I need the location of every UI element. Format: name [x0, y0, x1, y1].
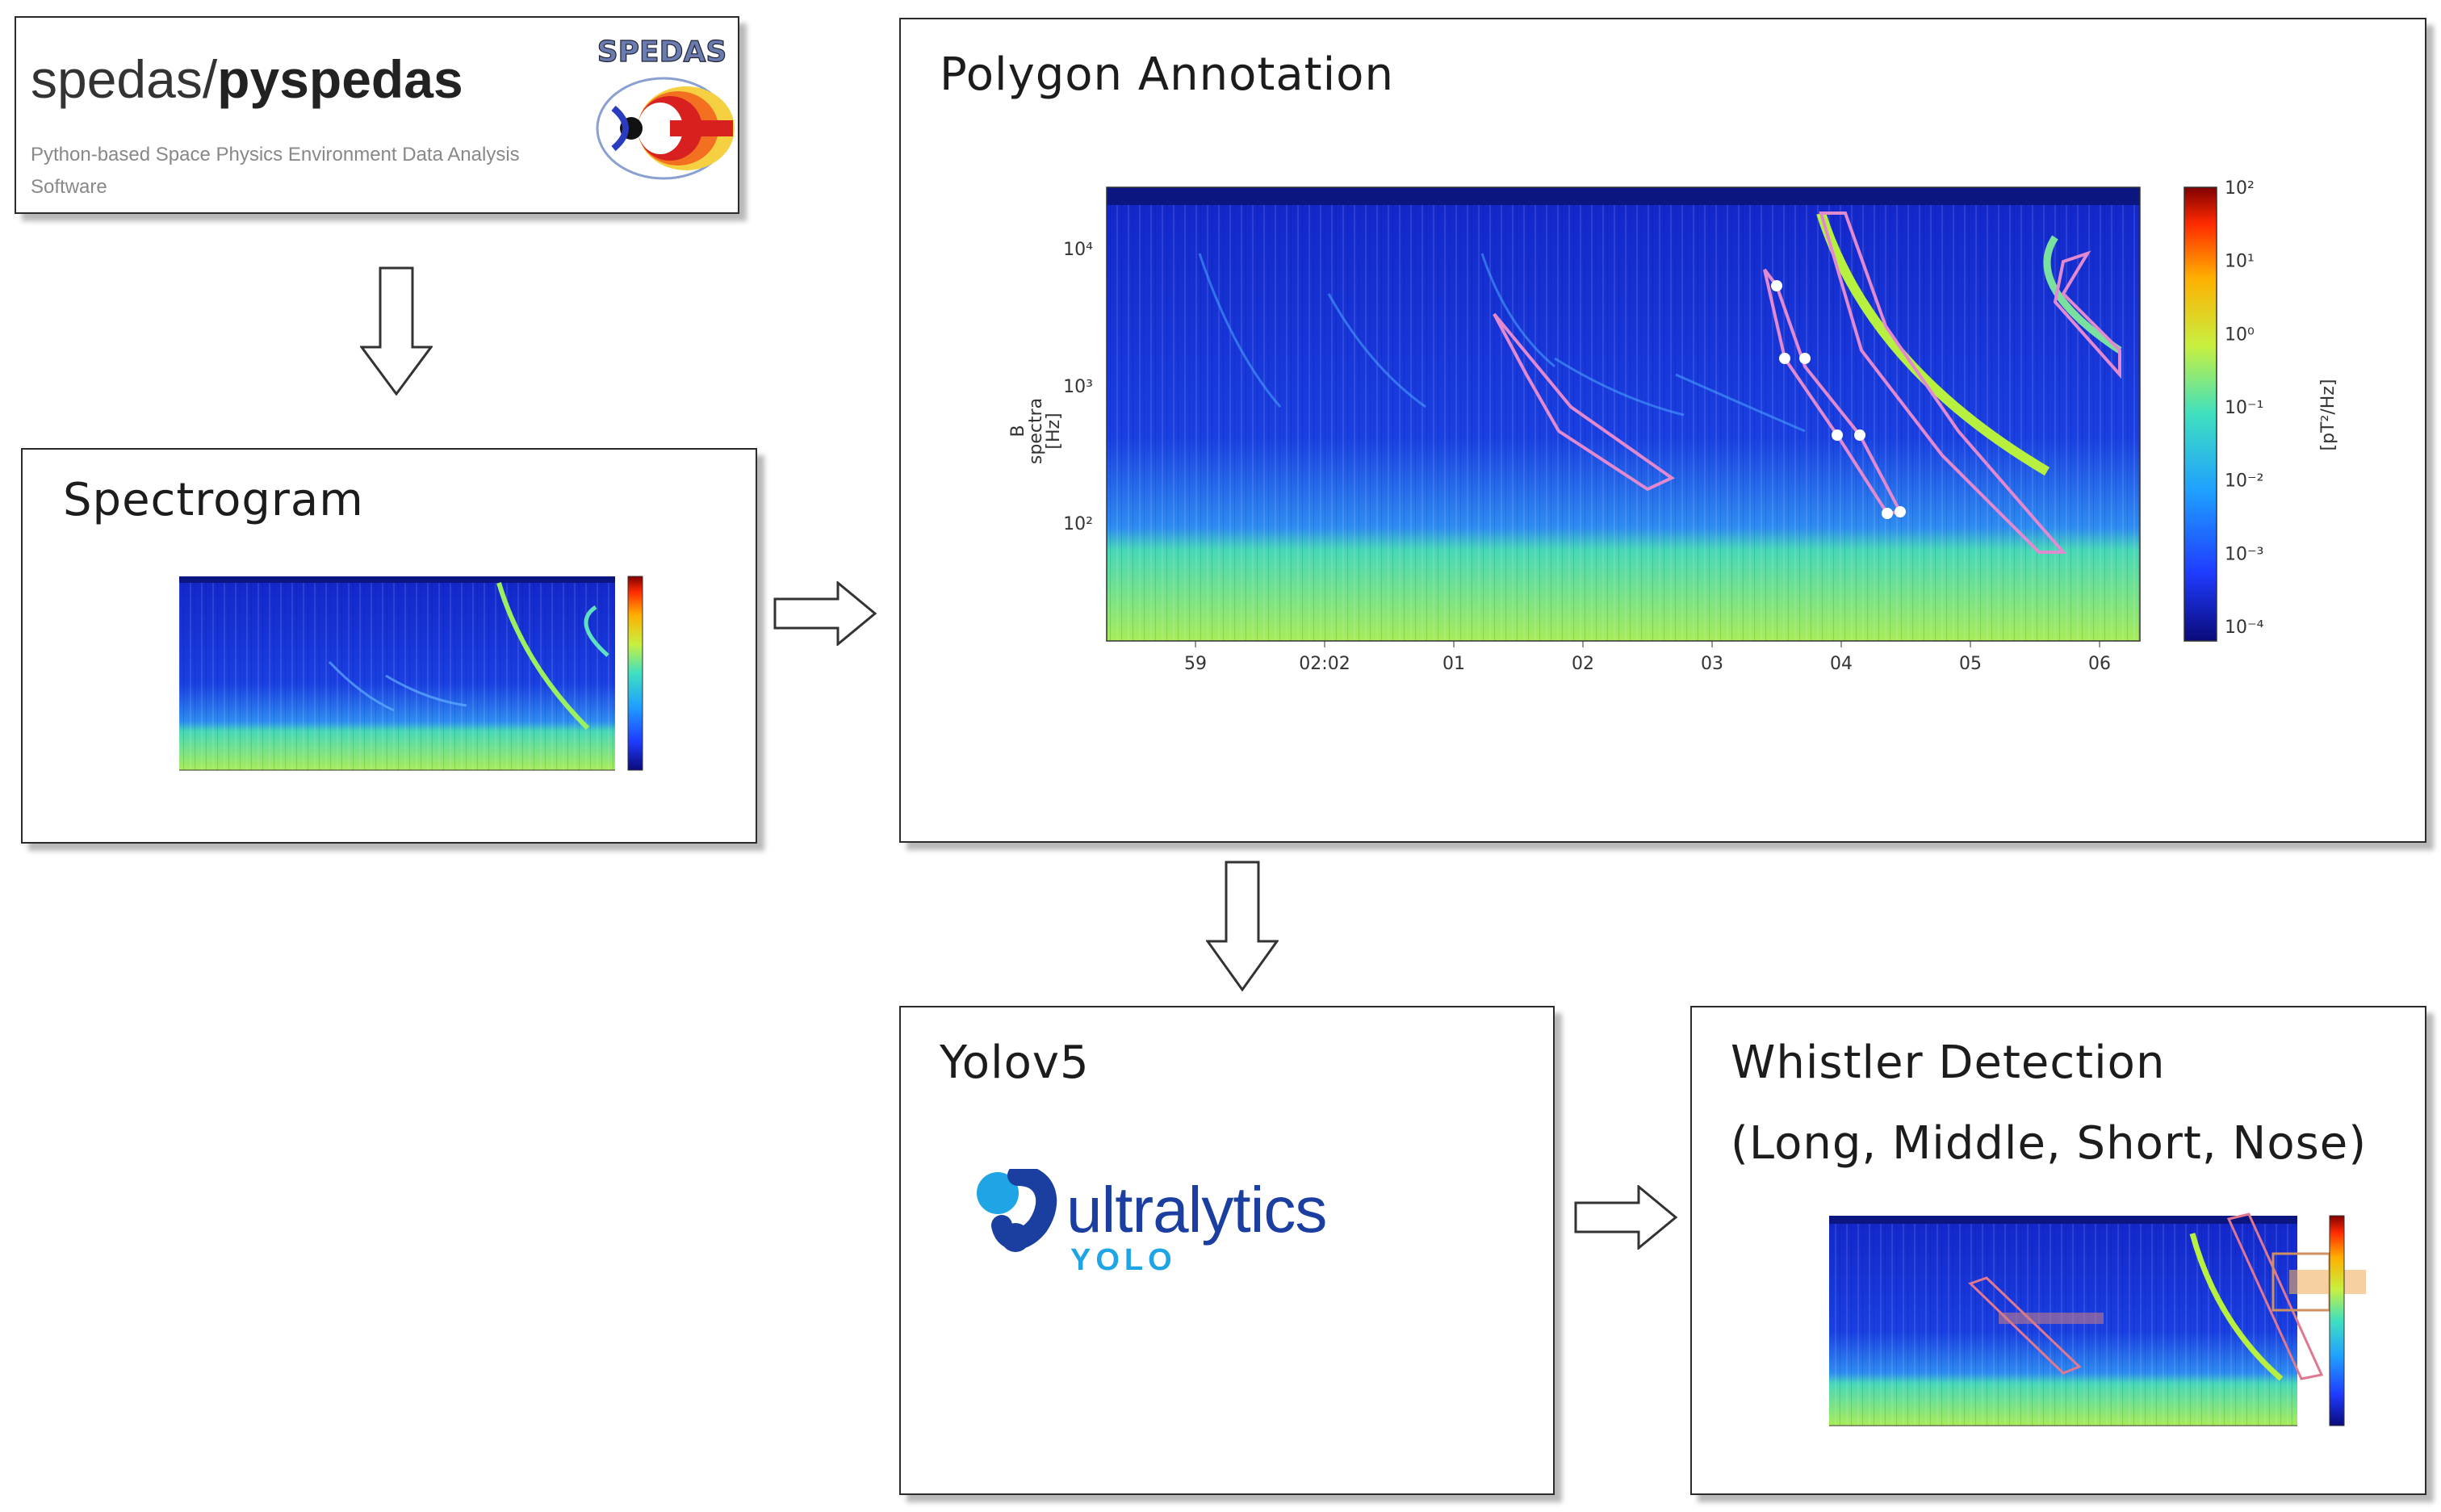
- spectrogram-box: Spectrogram: [21, 448, 757, 844]
- spectrogram-title: Spectrogram: [63, 474, 364, 526]
- spedas-logo-text: SPEDAS: [597, 36, 727, 69]
- colorbar-tick-label: 10²: [2225, 178, 2255, 199]
- yolo-brand-sub: YOLO: [1070, 1243, 1177, 1277]
- x-tick-label: 06: [2088, 654, 2111, 674]
- arrow-right-2: [1574, 1185, 1678, 1250]
- colorbar-tick-label: 10⁻¹: [2225, 398, 2263, 418]
- whistler-detection-title-2: (Long, Middle, Short, Nose): [1731, 1117, 2368, 1170]
- x-tick-label: 05: [1959, 654, 1982, 674]
- colorbar-tick-label: 10⁻³: [2225, 544, 2263, 564]
- whistler-detection-title-1: Whistler Detection: [1731, 1037, 2166, 1089]
- y-tick-label: 10²: [1063, 514, 1093, 534]
- pyspedas-box: spedas/pyspedas Python-based Space Physi…: [15, 16, 739, 214]
- spedas-logo: SPEDAS: [596, 35, 735, 180]
- x-tick-label: 02: [1572, 654, 1594, 674]
- colorbar-tick-label: 10¹: [2225, 252, 2255, 272]
- whistler-detection-box: Whistler Detection (Long, Middle, Short,…: [1690, 1006, 2426, 1495]
- yolov5-title: Yolov5: [940, 1037, 1090, 1089]
- colorbar-tick-label: 10⁻⁴: [2225, 618, 2264, 638]
- pyspedas-subtitle: Python-based Space Physics Environment D…: [31, 144, 520, 198]
- x-tick-label: 03: [1701, 654, 1723, 674]
- pyspedas-name: spedas/pyspedas: [31, 49, 463, 109]
- y-tick-label: 10³: [1063, 377, 1093, 397]
- y-tick-label: 10⁴: [1063, 240, 1093, 260]
- annotated-spectrogram: B spectra [Hz]: [1008, 178, 2338, 674]
- arrow-right-1: [773, 581, 877, 646]
- ultralytics-logo-icon: [977, 1169, 1057, 1252]
- x-tick-label: 01: [1442, 654, 1465, 674]
- yolov5-box: Yolov5 ultralytics YOLO: [899, 1006, 1555, 1495]
- spectrogram-thumbnail: [179, 576, 643, 771]
- y-axis-label-3: [Hz]: [1044, 413, 1064, 449]
- ultralytics-brand-name: ultralytics: [1066, 1174, 1327, 1246]
- y-axis-label-2: spectra: [1026, 398, 1046, 464]
- colorbar-tick-label: 10⁻²: [2225, 471, 2263, 492]
- polygon-annotation-title: Polygon Annotation: [940, 48, 1394, 101]
- colorbar-tick-label: 10⁰: [2225, 325, 2255, 345]
- detection-spectrogram: [1829, 1213, 2366, 1426]
- x-tick-label: 02:02: [1299, 654, 1350, 674]
- y-axis-label-1: B: [1008, 425, 1028, 437]
- arrow-down-2: [1206, 861, 1279, 991]
- arrow-down-1: [360, 266, 433, 396]
- x-tick-label: 04: [1830, 654, 1853, 674]
- x-tick-label: 59: [1184, 654, 1207, 674]
- colorbar-label: [pT²/Hz]: [2318, 379, 2338, 451]
- polygon-annotation-box: Polygon Annotation B spectra [Hz]: [899, 18, 2426, 843]
